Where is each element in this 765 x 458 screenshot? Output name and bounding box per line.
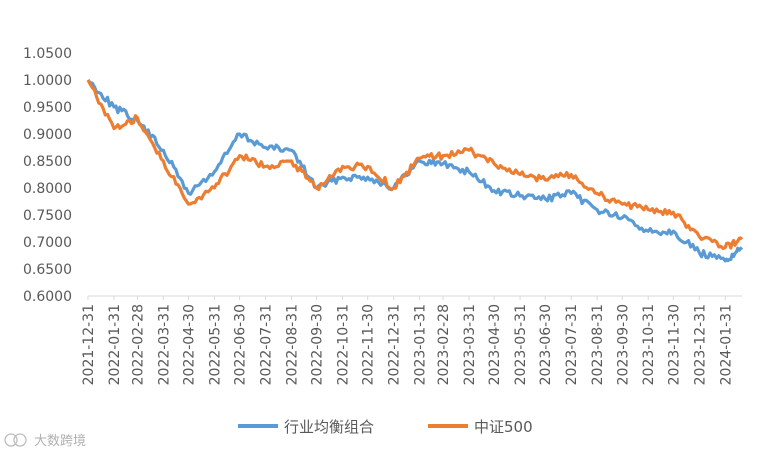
x-tick-label: 2023-01-31 — [413, 304, 429, 385]
x-tick-label: 2023-07-31 — [564, 304, 580, 385]
x-tick-label: 2021-12-31 — [81, 304, 97, 385]
x-tick-label: 2022-03-31 — [156, 304, 172, 385]
series-line-1 — [86, 79, 744, 251]
y-tick-label: 1.0000 — [23, 73, 72, 89]
x-tick-label: 2023-03-31 — [462, 304, 478, 385]
x-tick-label: 2022-08-31 — [284, 304, 300, 385]
x-tick-label: 2023-09-30 — [615, 304, 631, 385]
legend-label-0: 行业均衡组合 — [284, 418, 374, 436]
y-tick-label: 0.9500 — [23, 100, 72, 116]
x-tick-label: 2023-06-30 — [538, 304, 554, 385]
series-line-0 — [86, 79, 744, 263]
x-tick-label: 2023-08-31 — [590, 304, 606, 385]
x-tick-label: 2023-04-30 — [487, 304, 503, 385]
x-tick-label: 2023-12-31 — [692, 304, 708, 385]
x-tick-label: 2022-04-30 — [181, 304, 197, 385]
chart-series — [86, 79, 744, 263]
x-tick-label: 2022-05-31 — [207, 304, 223, 385]
watermark: 大数跨境 — [4, 433, 86, 449]
y-tick-label: 1.0500 — [23, 46, 72, 62]
legend: 行业均衡组合 中证500 — [238, 418, 533, 436]
x-tick-label: 2022-07-31 — [259, 304, 275, 385]
x-tick-label: 2023-10-31 — [641, 304, 657, 385]
y-tick-label: 0.7500 — [23, 208, 72, 224]
x-tick-label: 2023-05-31 — [513, 304, 529, 385]
y-tick-label: 0.7000 — [23, 235, 72, 251]
x-tick-label: 2024-01-31 — [718, 304, 734, 385]
y-tick-label: 0.8500 — [23, 154, 72, 170]
x-tick-label: 2022-12-31 — [387, 304, 403, 385]
x-tick-label: 2022-01-31 — [107, 304, 123, 385]
y-tick-label: 0.9000 — [23, 127, 72, 143]
y-tick-label: 0.8000 — [23, 181, 72, 197]
y-tick-label: 0.6000 — [23, 289, 72, 305]
x-tick-label: 2022-10-31 — [336, 304, 352, 385]
watermark-text: 大数跨境 — [34, 434, 86, 449]
x-tick-label: 2023-02-28 — [436, 304, 452, 385]
watermark-logo-icon — [4, 433, 27, 447]
y-tick-label: 0.6500 — [23, 262, 72, 278]
x-tick-label: 2022-11-30 — [361, 304, 377, 385]
x-tick-label: 2022-02-28 — [130, 304, 146, 385]
x-tick-label: 2022-06-30 — [233, 304, 249, 385]
legend-label-1: 中证500 — [474, 418, 533, 436]
x-tick-label: 2023-11-30 — [666, 304, 682, 385]
x-tick-label: 2022-09-30 — [310, 304, 326, 385]
x-axis-ticks: 2021-12-31 2022-01-31 2022-02-28 2022-03-31… — [81, 296, 734, 385]
y-axis-ticks: 0.6000 0.6500 0.7000 0.7500 0.8000 0.8500 0.90… — [23, 46, 72, 305]
